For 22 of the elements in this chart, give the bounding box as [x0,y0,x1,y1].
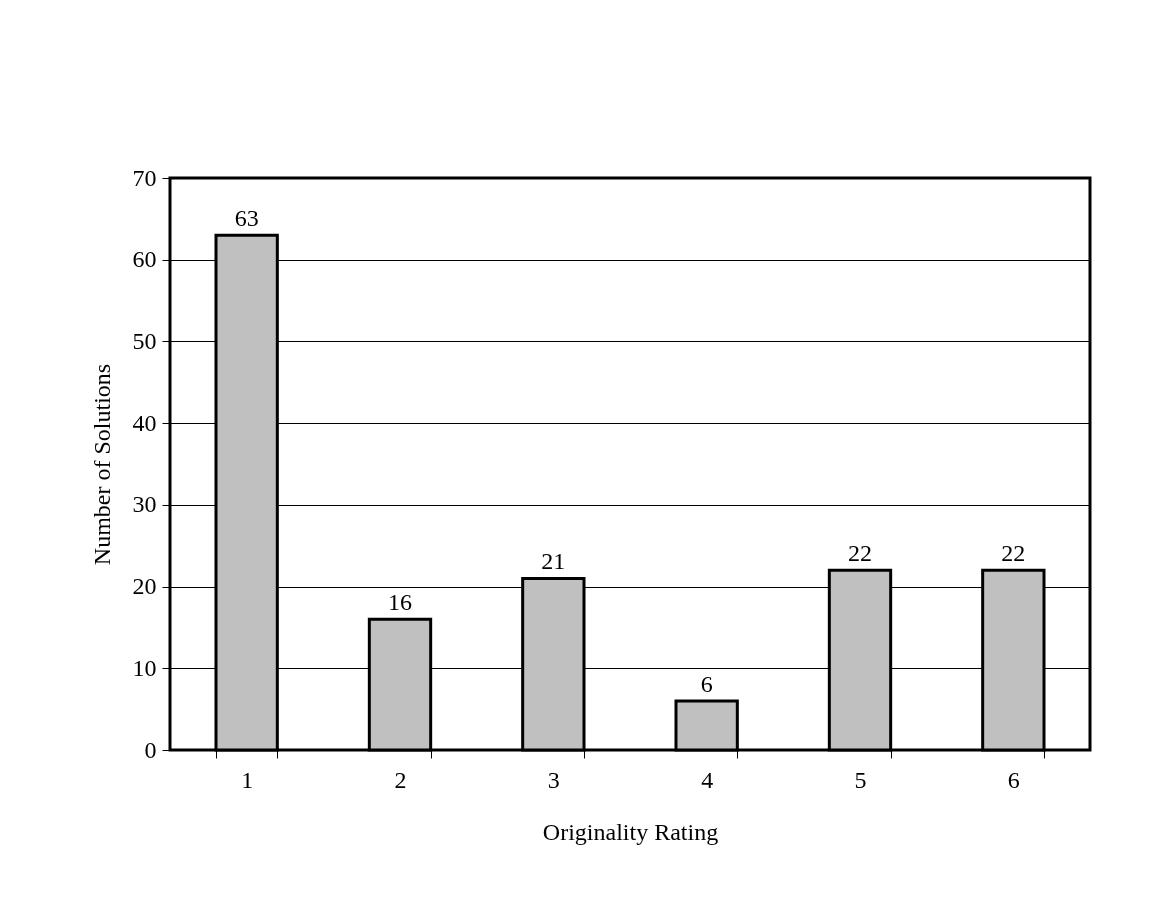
x-tick-label: 2 [394,766,407,793]
x-tick-label: 1 [241,766,254,793]
y-tick-label: 60 [132,246,157,273]
y-tick-label: 30 [132,491,157,518]
x-tick-label: 5 [854,766,867,793]
y-tick-label: 0 [144,736,157,763]
data-label: 63 [234,205,259,232]
x-tick-label: 4 [701,766,714,793]
data-label: 16 [388,589,412,616]
y-tick-label: 70 [132,164,157,191]
x-axis-title: Originality Rating [542,818,719,845]
x-tick-label: 3 [547,766,560,793]
y-tick-label: 50 [132,327,157,354]
y-tick-label: 40 [132,409,157,436]
data-label: 22 [1001,540,1026,567]
data-label: 6 [700,670,713,697]
x-tick-label: 6 [1007,766,1020,793]
data-label: 22 [848,540,872,567]
y-axis-title: Number of Solutions [88,363,115,566]
y-tick-label: 10 [132,654,157,681]
y-tick-label: 20 [132,573,157,600]
data-label: 21 [541,548,566,575]
